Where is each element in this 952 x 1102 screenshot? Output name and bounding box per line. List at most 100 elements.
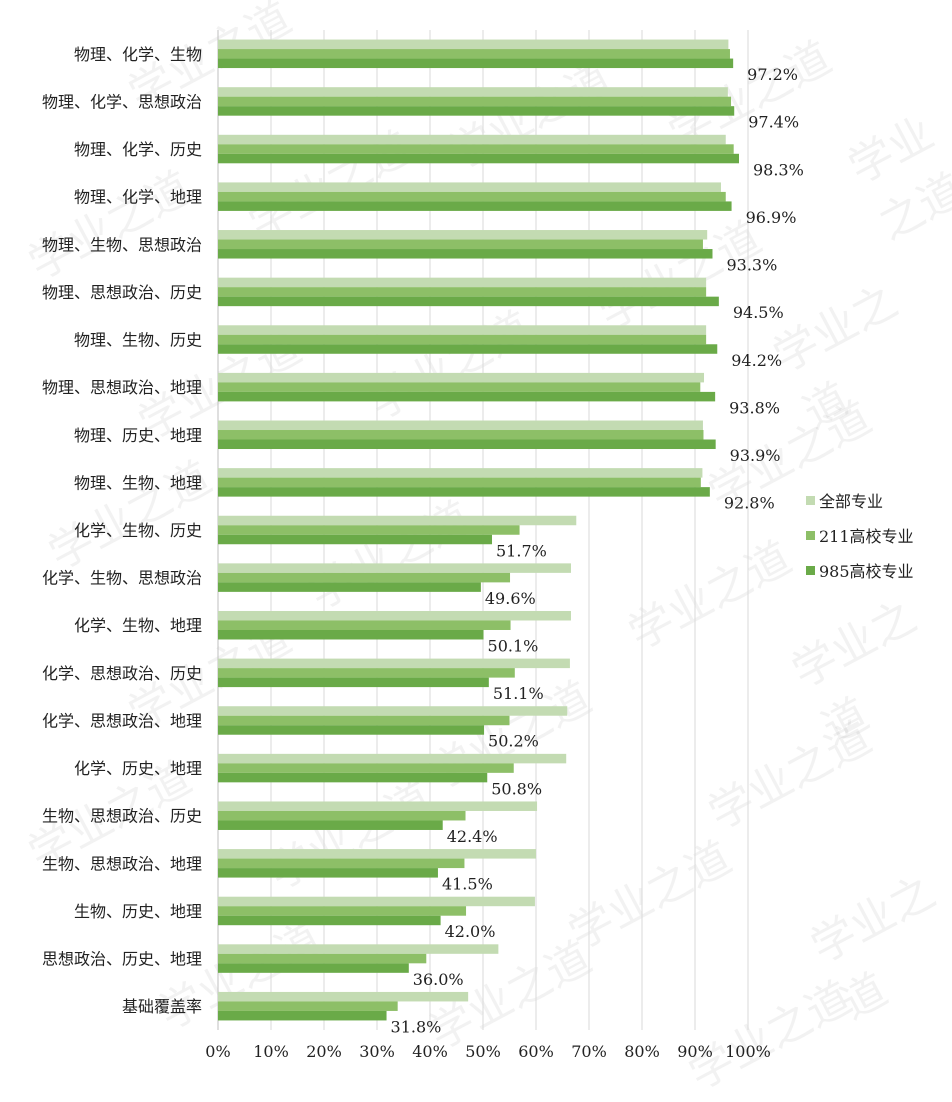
data-label: 41.5% — [442, 875, 493, 894]
bar — [218, 87, 728, 97]
bar — [218, 906, 467, 916]
bar — [218, 182, 721, 192]
bar — [218, 430, 704, 440]
x-tick-label: 90% — [677, 1042, 713, 1061]
bar — [218, 439, 716, 450]
bar — [218, 896, 535, 907]
bar — [218, 39, 729, 50]
bar — [218, 582, 481, 592]
category-label: 生物、思想政治、地理 — [42, 854, 202, 873]
bar — [218, 810, 466, 821]
bar-chart: 物理、化学、生物物理、化学、思想政治物理、化学、历史物理、化学、地理物理、生物、… — [42, 30, 804, 1061]
category-label: 物理、化学、历史 — [74, 140, 202, 159]
data-label: 49.6% — [485, 589, 536, 608]
data-label: 31.8% — [391, 1017, 442, 1036]
category-label: 化学、历史、地理 — [74, 759, 202, 778]
bar — [218, 915, 441, 926]
legend-label: 985高校专业 — [819, 562, 914, 581]
category-label: 基础覆盖率 — [122, 997, 202, 1016]
bar — [218, 772, 488, 783]
legend: 全部专业 211高校专业 985高校专业 — [806, 488, 914, 593]
bar — [218, 563, 571, 573]
category-label: 生物、历史、地理 — [74, 902, 202, 921]
category-label: 化学、生物、地理 — [74, 616, 202, 635]
legend-item: 211高校专业 — [806, 523, 914, 547]
bar — [218, 201, 732, 211]
bar — [218, 382, 701, 392]
data-label: 50.1% — [488, 636, 539, 655]
bar — [218, 668, 515, 678]
category-label: 化学、生物、历史 — [74, 521, 202, 540]
bar — [218, 391, 716, 402]
bar — [218, 715, 510, 726]
bar — [218, 801, 538, 811]
bar — [218, 820, 443, 830]
bar — [218, 153, 739, 164]
category-label: 物理、思想政治、历史 — [42, 283, 202, 302]
data-label: 96.9% — [746, 208, 797, 227]
category-label: 思想政治、历史、地理 — [42, 950, 202, 969]
data-label: 97.4% — [748, 113, 799, 132]
legend-swatch — [806, 565, 815, 575]
bar — [218, 763, 514, 773]
category-label: 物理、化学、生物 — [74, 45, 202, 64]
bar — [218, 658, 570, 669]
category-label: 生物、思想政治、历史 — [42, 807, 202, 826]
category-label: 化学、思想政治、地理 — [42, 711, 202, 730]
bar — [218, 325, 707, 335]
bar — [218, 191, 726, 202]
bar — [218, 677, 489, 688]
data-label: 50.2% — [488, 732, 539, 751]
bar — [218, 534, 493, 545]
bar — [218, 477, 701, 488]
legend-item: 985高校专业 — [806, 558, 914, 582]
bar — [218, 58, 734, 69]
x-tick-label: 80% — [624, 1042, 660, 1061]
data-label: 93.3% — [726, 256, 777, 275]
bar — [218, 1010, 387, 1021]
category-label: 物理、生物、历史 — [74, 331, 202, 350]
x-tick-label: 20% — [306, 1042, 342, 1061]
bar — [218, 868, 438, 878]
x-tick-label: 70% — [571, 1042, 607, 1061]
category-label: 物理、化学、思想政治 — [42, 92, 202, 111]
bar — [218, 106, 735, 116]
bar — [218, 629, 484, 640]
bar — [218, 849, 536, 859]
data-label: 51.1% — [493, 684, 544, 703]
legend-label: 211高校专业 — [819, 527, 914, 546]
bar — [218, 944, 499, 954]
bar — [218, 1001, 398, 1011]
bar — [218, 296, 719, 307]
bar — [218, 134, 726, 145]
bar — [218, 963, 409, 973]
data-label: 36.0% — [413, 970, 464, 989]
bar — [218, 96, 732, 107]
data-label: 92.8% — [724, 494, 775, 513]
x-tick-label: 0% — [205, 1042, 230, 1061]
category-label: 物理、生物、地理 — [74, 473, 202, 492]
bar — [218, 144, 734, 154]
category-label: 物理、思想政治、地理 — [42, 378, 202, 397]
x-tick-label: 50% — [465, 1042, 501, 1061]
category-label: 化学、思想政治、历史 — [42, 664, 202, 683]
data-label: 42.4% — [447, 827, 498, 846]
bar — [218, 753, 567, 764]
bar — [218, 230, 708, 240]
data-label: 97.2% — [747, 65, 798, 84]
data-label: 50.8% — [491, 779, 542, 798]
data-label: 98.3% — [753, 160, 804, 179]
bar — [218, 525, 520, 535]
bar — [218, 991, 469, 1002]
bar — [218, 239, 703, 250]
bar — [218, 487, 710, 497]
data-label: 42.0% — [445, 922, 496, 941]
bar — [218, 49, 730, 59]
bar — [218, 277, 707, 288]
category-label: 物理、化学、地理 — [74, 188, 202, 207]
x-tick-label: 40% — [412, 1042, 448, 1061]
bar — [218, 610, 571, 621]
data-label: 94.5% — [733, 303, 784, 322]
data-label: 93.8% — [729, 398, 780, 417]
legend-label: 全部专业 — [819, 492, 884, 511]
